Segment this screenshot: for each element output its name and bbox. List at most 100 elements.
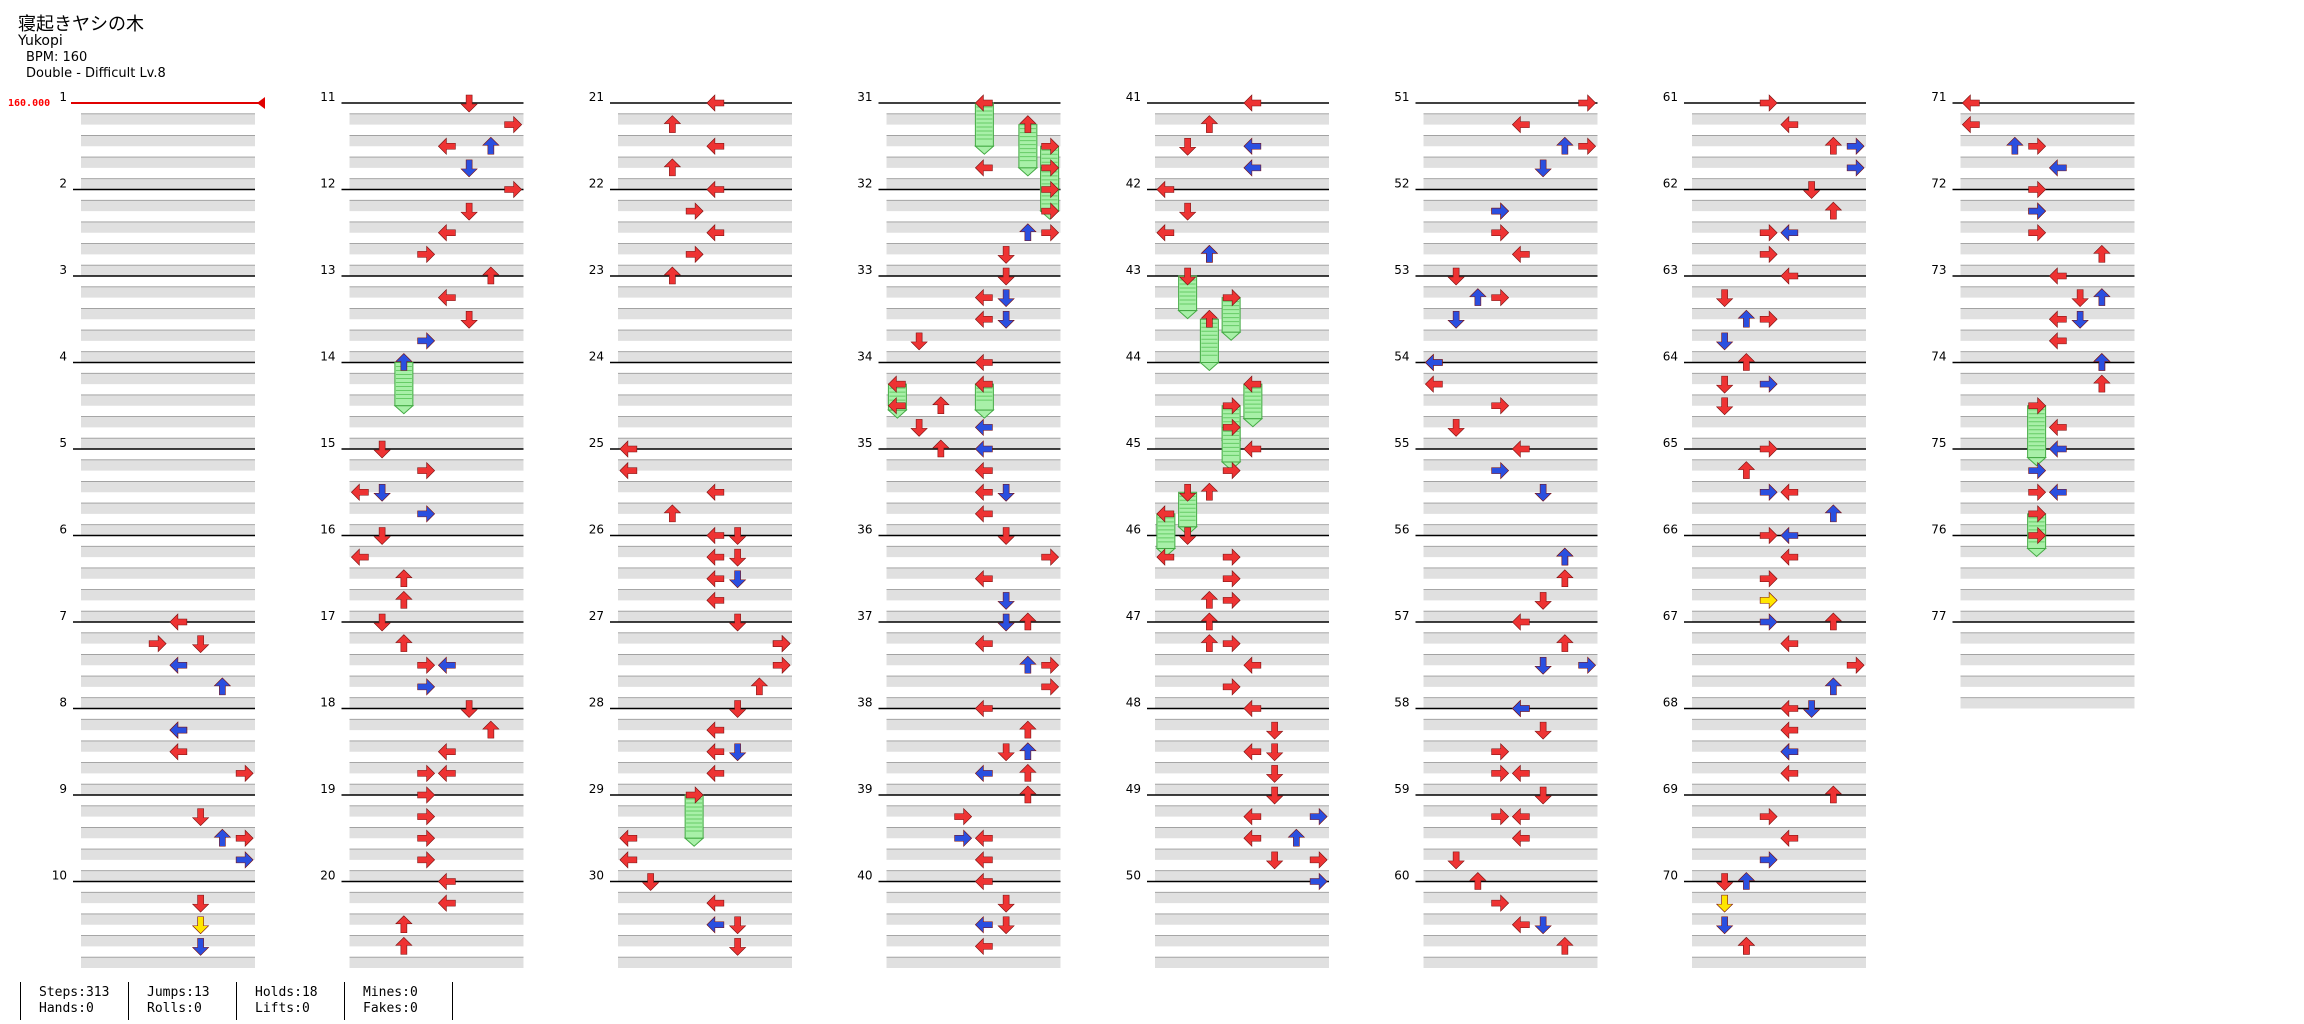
arrow-glyph: [395, 353, 413, 371]
beat-band: [81, 697, 255, 709]
beat-band: [1423, 805, 1598, 817]
note-right-arrow: [2028, 526, 2047, 545]
beat-band: [1692, 286, 1866, 298]
note-up-arrow: [1199, 309, 1220, 372]
arrow-glyph: [1491, 764, 1510, 783]
arrow-glyph: [974, 483, 993, 501]
arrow-glyph: [2093, 244, 2111, 263]
arrow-glyph: [1243, 743, 1262, 761]
note-right-arrow: [417, 764, 436, 783]
measure-6: 6: [59, 523, 255, 622]
note-left-arrow: [437, 764, 456, 783]
note-left-arrow: [437, 656, 456, 674]
arrow-glyph: [1511, 764, 1530, 783]
note-up-arrow: [1824, 504, 1843, 523]
arrow-glyph: [482, 136, 500, 155]
measure-number: 37: [857, 609, 872, 623]
beat-band: [618, 373, 792, 385]
note-right-arrow: [1220, 288, 1242, 341]
note-up-arrow: [1200, 482, 1219, 501]
arrow-glyph: [1156, 224, 1175, 242]
measure-46: 46: [1126, 523, 1329, 622]
measure-number: 76: [1931, 523, 1946, 537]
note-right-arrow: [417, 807, 436, 826]
arrow-glyph: [706, 721, 725, 739]
beat-band: [1423, 524, 1598, 536]
measure-number: 64: [1663, 350, 1678, 364]
arrow-glyph: [1309, 807, 1328, 826]
beat-band: [1423, 394, 1598, 406]
measure-number: 25: [589, 436, 604, 450]
note-right-arrow: [417, 829, 436, 847]
note-left-arrow: [1961, 94, 1980, 112]
beat-band: [1692, 762, 1866, 774]
beat-band: [1960, 676, 2135, 687]
arrow-glyph: [1156, 180, 1175, 199]
note-down-arrow: [1177, 267, 1198, 320]
note-up-arrow: [395, 634, 413, 652]
note-down-arrow: [1265, 851, 1284, 870]
hold-tail: [1220, 331, 1242, 341]
measure-70: 70: [1663, 869, 1866, 968]
measure-62: 62: [1663, 177, 1866, 276]
arrow-glyph: [1041, 548, 1060, 566]
measure-number: 20: [320, 869, 335, 883]
note-down-arrow: [1447, 310, 1465, 329]
beat-band: [618, 330, 792, 341]
measure-31: 31: [857, 90, 1061, 190]
note-left-arrow: [1780, 548, 1799, 566]
beat-band: [349, 762, 524, 774]
note-down-arrow: [641, 873, 660, 891]
note-up-arrow: [1556, 634, 1574, 652]
measure-number: 13: [320, 263, 335, 277]
measure-59: 59: [1394, 782, 1598, 882]
beat-band: [1155, 503, 1329, 514]
note-right-arrow: [1222, 570, 1241, 588]
note-down-arrow: [1534, 656, 1552, 675]
note-right-arrow: [1220, 418, 1242, 471]
note-left-arrow: [2048, 310, 2067, 328]
arrow-glyph: [1019, 785, 1037, 804]
beat-band: [1692, 243, 1866, 255]
arrow-glyph: [1780, 483, 1799, 501]
note-right-arrow: [1309, 851, 1328, 869]
beat-band: [1692, 221, 1866, 233]
arrow-glyph: [1491, 288, 1510, 307]
beat-band: [618, 935, 792, 947]
note-right-arrow: [1041, 548, 1060, 566]
arrow-glyph: [1222, 461, 1241, 480]
beat-band: [1960, 221, 2135, 233]
beat-band: [886, 157, 1061, 168]
note-right-arrow: [1578, 94, 1597, 112]
beat-band: [618, 957, 792, 968]
measure-number: 24: [589, 350, 604, 364]
arrow-glyph: [1265, 721, 1284, 740]
arrow-glyph: [2028, 180, 2047, 199]
arrow-glyph: [663, 504, 682, 523]
arrow-glyph: [706, 591, 725, 610]
arrow-glyph: [1780, 526, 1799, 545]
beat-band: [1155, 330, 1329, 341]
beat-band: [1155, 762, 1329, 774]
note-left-arrow: [437, 872, 456, 891]
note-down-arrow: [1534, 159, 1552, 178]
arrow-glyph: [997, 527, 1015, 545]
arrow-glyph: [395, 634, 413, 652]
beat-band: [1423, 438, 1598, 449]
measure-number: 2: [59, 177, 67, 191]
arrow-glyph: [1178, 202, 1197, 221]
note-up-arrow: [1200, 115, 1219, 133]
note-down-arrow: [460, 310, 478, 329]
arrow-glyph: [1178, 483, 1197, 502]
arrow-glyph: [1534, 483, 1552, 502]
measure-number: 53: [1394, 263, 1409, 277]
stat-steps: Steps:313: [39, 985, 110, 1000]
beat-band: [1423, 200, 1598, 212]
beat-band: [618, 113, 792, 125]
measure-number: 65: [1663, 436, 1678, 450]
arrow-glyph: [1178, 137, 1197, 156]
note-right-arrow: [1759, 245, 1778, 264]
note-right-arrow: [1759, 310, 1778, 328]
note-right-arrow: [417, 851, 436, 869]
arrow-glyph: [997, 916, 1015, 935]
